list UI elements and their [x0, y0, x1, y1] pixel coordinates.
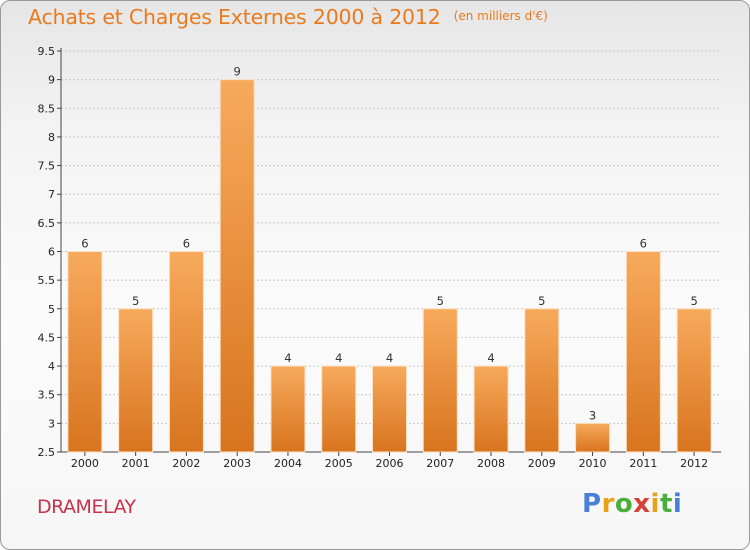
bar [575, 422, 611, 453]
y-tick-label: 3 [48, 417, 55, 430]
y-tick-label: 6 [48, 246, 55, 259]
bar [625, 251, 661, 453]
bar [67, 251, 103, 453]
x-tick-label: 2004 [274, 457, 302, 470]
title-row: Achats et Charges Externes 2000 à 2012 (… [28, 5, 548, 29]
bar [219, 79, 255, 453]
bar [473, 365, 509, 453]
brand-letter: r [601, 489, 615, 519]
x-tick-label: 2011 [629, 457, 657, 470]
data-label: 4 [487, 351, 494, 365]
brand-letter: P [582, 489, 602, 519]
x-tick-label: 2012 [680, 457, 708, 470]
chart-title: Achats et Charges Externes 2000 à 2012 [28, 5, 441, 29]
bar [676, 308, 712, 453]
x-tick-label: 2006 [376, 457, 404, 470]
data-label: 5 [690, 294, 697, 308]
x-tick-label: 2010 [579, 457, 607, 470]
y-tick-label: 5.5 [38, 274, 56, 287]
y-tick-label: 5 [48, 303, 55, 316]
bar [118, 308, 154, 453]
brand-letter: x [633, 489, 651, 519]
x-tick-label: 2007 [426, 457, 454, 470]
bar [422, 308, 458, 453]
x-tick-label: 2002 [172, 457, 200, 470]
place-name: DRAMELAY [37, 496, 136, 518]
chart-unit: (en milliers d'€) [453, 9, 548, 23]
y-tick-label: 9.5 [38, 45, 56, 58]
bar [524, 308, 560, 453]
y-tick-label: 7 [48, 188, 55, 201]
data-label: 6 [183, 237, 190, 251]
data-label: 4 [386, 351, 393, 365]
data-label: 6 [81, 237, 88, 251]
y-tick-label: 3.5 [38, 389, 56, 402]
brand-letter: i [672, 489, 683, 519]
bar [372, 365, 407, 453]
bar [168, 251, 204, 453]
x-tick-label: 2003 [223, 457, 251, 470]
data-label: 5 [538, 294, 545, 308]
data-label: 5 [437, 294, 444, 308]
x-tick-label: 2005 [325, 457, 353, 470]
y-tick-label: 2.5 [38, 446, 56, 459]
y-tick-label: 8 [48, 131, 55, 144]
y-tick-label: 4.5 [38, 331, 56, 344]
bar [270, 365, 306, 453]
brand-logo: Proxiti [582, 489, 682, 519]
x-tick-label: 2000 [71, 457, 99, 470]
data-label: 9 [234, 65, 241, 79]
y-tick-label: 6.5 [38, 217, 56, 230]
data-label: 6 [640, 237, 647, 251]
data-label: 5 [132, 294, 139, 308]
x-tick-label: 2001 [122, 457, 150, 470]
brand-letter: t [659, 489, 673, 519]
x-tick-label: 2008 [477, 457, 505, 470]
bar [321, 365, 357, 453]
y-tick-label: 9 [48, 74, 55, 87]
brand-letter: o [614, 489, 634, 519]
data-label: 4 [284, 351, 291, 365]
x-tick-label: 2009 [528, 457, 556, 470]
y-tick-label: 7.5 [38, 160, 56, 173]
data-label: 4 [335, 351, 342, 365]
brand-letter: i [650, 489, 660, 519]
data-label: 3 [589, 408, 596, 422]
y-tick-label: 4 [48, 360, 55, 373]
y-tick-label: 8.5 [38, 102, 56, 115]
